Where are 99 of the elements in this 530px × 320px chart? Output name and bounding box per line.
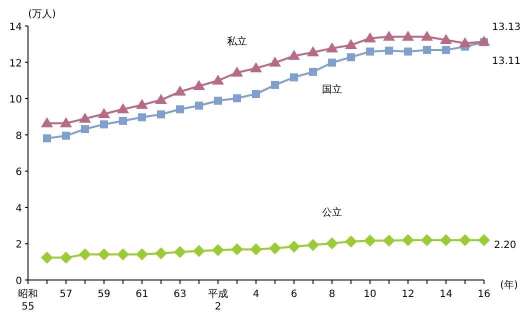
x-tick-label: 14 bbox=[440, 289, 452, 300]
point bbox=[62, 132, 70, 140]
point bbox=[421, 30, 433, 41]
x-tick-label: 61 bbox=[136, 289, 148, 300]
point bbox=[459, 234, 471, 246]
point bbox=[176, 105, 184, 114]
point bbox=[288, 50, 300, 60]
point bbox=[174, 86, 186, 96]
point bbox=[364, 32, 376, 42]
point bbox=[402, 234, 414, 246]
point bbox=[193, 80, 205, 90]
x-tick-label: 平成 2 bbox=[208, 288, 228, 312]
point bbox=[459, 37, 471, 48]
y-tick-label: 2 bbox=[16, 240, 22, 251]
x-axis-title: (年) bbox=[500, 279, 518, 291]
point bbox=[136, 248, 148, 260]
point bbox=[423, 46, 431, 54]
point bbox=[98, 108, 110, 118]
point bbox=[98, 248, 110, 260]
point bbox=[100, 120, 108, 128]
y-tick-label: 6 bbox=[16, 167, 22, 178]
x-tick-label: 57 bbox=[60, 289, 72, 300]
point bbox=[288, 240, 300, 253]
x-tick-label: 63 bbox=[174, 289, 186, 300]
x-tick-label: 10 bbox=[364, 289, 376, 300]
point bbox=[383, 234, 395, 247]
point bbox=[43, 134, 51, 142]
x-tick-label: 59 bbox=[98, 289, 110, 300]
point bbox=[440, 234, 452, 246]
point bbox=[478, 234, 490, 246]
point bbox=[212, 74, 224, 85]
point bbox=[119, 116, 127, 125]
y-tick-label: 14 bbox=[9, 22, 22, 33]
y-tick-label: 4 bbox=[16, 203, 22, 214]
point bbox=[41, 252, 53, 264]
point bbox=[174, 246, 186, 258]
point bbox=[79, 112, 91, 123]
data-label: 2.20 bbox=[494, 240, 516, 252]
y-tick-label: 8 bbox=[16, 130, 22, 142]
series-label: 私立 bbox=[227, 36, 247, 48]
point bbox=[402, 30, 414, 41]
series-label: 公立 bbox=[322, 206, 342, 218]
point bbox=[364, 234, 376, 247]
point bbox=[231, 66, 243, 77]
point bbox=[440, 34, 452, 44]
point bbox=[290, 73, 298, 82]
y-tick-label: 0 bbox=[16, 276, 22, 287]
point bbox=[478, 36, 490, 46]
point bbox=[404, 48, 412, 56]
point bbox=[155, 247, 167, 260]
point bbox=[231, 243, 243, 256]
x-tick-label: 12 bbox=[402, 289, 414, 300]
point bbox=[155, 94, 167, 104]
point bbox=[250, 62, 262, 72]
series-label: 国立 bbox=[322, 84, 342, 96]
point bbox=[385, 46, 393, 55]
point bbox=[421, 234, 433, 246]
point bbox=[117, 103, 129, 114]
point bbox=[269, 56, 281, 67]
point bbox=[366, 48, 374, 56]
point bbox=[79, 248, 91, 260]
x-tick-label: 昭和 55 bbox=[18, 288, 38, 312]
point bbox=[252, 90, 260, 98]
point bbox=[383, 30, 395, 41]
x-tick-label: 4 bbox=[252, 289, 260, 300]
point bbox=[250, 243, 262, 256]
point bbox=[136, 98, 148, 109]
point bbox=[347, 53, 355, 62]
data-label: 13.13 bbox=[492, 22, 521, 33]
point bbox=[41, 117, 53, 128]
point bbox=[212, 244, 224, 256]
point bbox=[138, 113, 146, 122]
y-tick-label: 12 bbox=[9, 58, 22, 70]
point bbox=[345, 39, 357, 50]
point bbox=[60, 117, 72, 128]
x-tick-label: 16 bbox=[478, 289, 490, 300]
point bbox=[81, 125, 89, 134]
point bbox=[60, 252, 72, 264]
point bbox=[157, 110, 165, 118]
point bbox=[269, 242, 281, 254]
y-axis-title: (万人) bbox=[28, 9, 56, 20]
point bbox=[326, 237, 338, 250]
point bbox=[271, 80, 279, 89]
point bbox=[307, 238, 319, 251]
point bbox=[345, 236, 357, 248]
point bbox=[233, 94, 241, 102]
point bbox=[309, 68, 317, 76]
point bbox=[193, 244, 205, 257]
y-tick-label: 10 bbox=[9, 94, 22, 106]
point bbox=[307, 46, 319, 56]
point bbox=[117, 248, 129, 260]
x-tick-label: 8 bbox=[328, 289, 336, 300]
point bbox=[442, 46, 450, 54]
data-label: 13.11 bbox=[492, 56, 521, 68]
point bbox=[214, 96, 222, 105]
x-tick-label: 6 bbox=[290, 289, 298, 300]
point bbox=[328, 58, 336, 67]
point bbox=[326, 42, 338, 52]
point bbox=[195, 102, 203, 110]
